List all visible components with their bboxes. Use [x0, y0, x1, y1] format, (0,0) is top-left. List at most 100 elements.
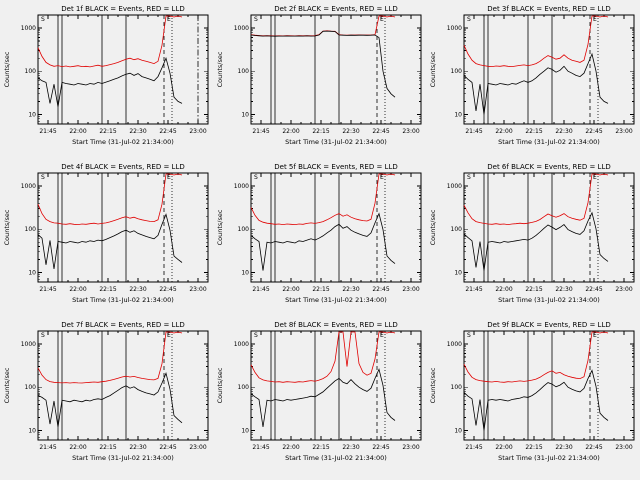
lld-series: [463, 173, 609, 226]
x-tick-label: 22:15: [312, 128, 329, 135]
y-tick-label: 1000: [21, 25, 36, 32]
x-tick-label: 22:15: [525, 128, 542, 135]
subplot-det-3f: Det 3f BLACK = Events, RED = LLD 10 100 100…: [429, 5, 635, 146]
x-tick-label: 22:30: [555, 286, 572, 293]
x-tick-label: 22:45: [159, 128, 176, 135]
x-tick-label: 22:00: [69, 286, 86, 293]
x-tick-label: 22:45: [159, 286, 176, 293]
subplot-det-5f: Det 5f BLACK = Events, RED = LLD 10 100 100…: [216, 163, 422, 304]
y-tick-label: 100: [451, 68, 463, 75]
y-tick-label: 100: [238, 68, 250, 75]
marker-label-E: E: [167, 16, 171, 23]
x-axis: 21:45 22:00 22:15 22:30 22:45 23:00 Start Time…: [463, 173, 635, 304]
y-axis: 10 100 1000: [21, 183, 208, 280]
y-axis-label: Counts/sec: [216, 367, 224, 403]
y-tick-label: 1000: [234, 341, 249, 348]
x-tick-label: 22:30: [342, 128, 359, 135]
x-tick-label: 22:00: [495, 286, 512, 293]
plot-frame: [463, 14, 635, 125]
x-tick-label: 23:00: [402, 128, 419, 135]
y-tick-label: 1000: [21, 341, 36, 348]
y-axis: 10 100 1000: [447, 183, 634, 280]
y-axis: 10 100 1000: [234, 25, 421, 122]
x-tick-label: 22:30: [129, 128, 146, 135]
x-tick-label: 22:30: [129, 286, 146, 293]
marker-label-S: S: [41, 16, 45, 23]
subplot-det-7f: Det 7f BLACK = Events, RED = LLD 10 100 100…: [3, 321, 209, 462]
marker-label-S: S: [467, 174, 471, 181]
x-tick-label: 22:15: [525, 286, 542, 293]
y-axis-label: Counts/sec: [216, 51, 224, 87]
marker-label-S: S: [254, 16, 258, 23]
x-tick-label: 22:15: [99, 444, 116, 451]
plot-frame: [463, 330, 635, 441]
event-marker-lines: [270, 173, 386, 282]
marker-label-E: E: [380, 332, 384, 339]
events-series: [250, 212, 396, 271]
event-marker-lines: [483, 15, 599, 124]
events-series: [463, 52, 609, 115]
y-tick-label: 1000: [21, 183, 36, 190]
y-axis-label: Counts/sec: [3, 209, 11, 245]
x-tick-label: 22:30: [555, 128, 572, 135]
event-marker-lines: [483, 331, 599, 440]
x-axis-label: Start Time (31-Jul-02 21:34:00): [285, 296, 387, 304]
marker-label-E: E: [167, 332, 171, 339]
x-tick-label: 23:00: [402, 286, 419, 293]
y-tick-label: 100: [451, 226, 463, 233]
event-marker-lines: [483, 173, 599, 282]
x-tick-label: 22:00: [69, 128, 86, 135]
lld-series: [250, 331, 396, 383]
event-marker-lines: [270, 15, 386, 124]
y-tick-label: 10: [454, 269, 462, 276]
x-tick-label: 21:45: [252, 286, 269, 293]
x-axis: 21:45 22:00 22:15 22:30 22:45 23:00 Start Time…: [37, 15, 209, 146]
lld-series: [37, 331, 183, 384]
marker-label-S: S: [41, 174, 45, 181]
x-tick-label: 22:45: [372, 444, 389, 451]
x-tick-label: 22:00: [69, 444, 86, 451]
y-tick-label: 10: [241, 269, 249, 276]
x-axis-label: Start Time (31-Jul-02 21:34:00): [72, 138, 174, 146]
y-tick-label: 10: [454, 111, 462, 118]
plot-title: Det 2f BLACK = Events, RED = LLD: [274, 5, 397, 13]
x-tick-label: 22:15: [99, 286, 116, 293]
y-axis: 10 100 1000: [21, 25, 208, 122]
subplot-det-2f: Det 2f BLACK = Events, RED = LLD 10 100 100…: [216, 5, 422, 146]
events-series: [250, 30, 396, 98]
x-axis-label: Start Time (31-Jul-02 21:34:00): [285, 454, 387, 462]
marker-label-S: S: [41, 332, 45, 339]
y-axis-label: Counts/sec: [429, 51, 437, 87]
x-tick-label: 21:45: [39, 444, 56, 451]
x-axis: 21:45 22:00 22:15 22:30 22:45 23:00 Start Time…: [37, 331, 209, 462]
plot-frame: [463, 172, 635, 283]
x-tick-label: 22:00: [282, 128, 299, 135]
subplot-det-4f: Det 4f BLACK = Events, RED = LLD 10 100 100…: [3, 163, 209, 304]
x-tick-label: 21:45: [252, 444, 269, 451]
events-series: [37, 56, 183, 107]
x-tick-label: 22:30: [342, 444, 359, 451]
plot-title: Det 3f BLACK = Events, RED = LLD: [487, 5, 610, 13]
y-axis: 10 100 1000: [447, 25, 634, 122]
events-series: [37, 372, 183, 428]
plot-title: Det 8f BLACK = Events, RED = LLD: [274, 321, 397, 329]
lld-series: [463, 15, 609, 68]
y-tick-label: 1000: [447, 25, 462, 32]
y-tick-label: 10: [454, 427, 462, 434]
x-tick-label: 22:45: [372, 128, 389, 135]
plot-frame: [37, 14, 209, 125]
lld-series: [250, 173, 396, 226]
x-tick-label: 22:45: [585, 128, 602, 135]
lld-series: [37, 15, 183, 68]
y-tick-label: 10: [28, 427, 36, 434]
plot-title: Det 1f BLACK = Events, RED = LLD: [61, 5, 184, 13]
event-marker-lines: [57, 173, 173, 282]
x-tick-label: 22:45: [585, 444, 602, 451]
x-tick-label: 23:00: [402, 444, 419, 451]
events-series: [37, 213, 183, 270]
y-tick-label: 10: [241, 111, 249, 118]
marker-label-E: E: [593, 174, 597, 181]
marker-label-E: E: [593, 16, 597, 23]
x-axis-label: Start Time (31-Jul-02 21:34:00): [498, 296, 600, 304]
